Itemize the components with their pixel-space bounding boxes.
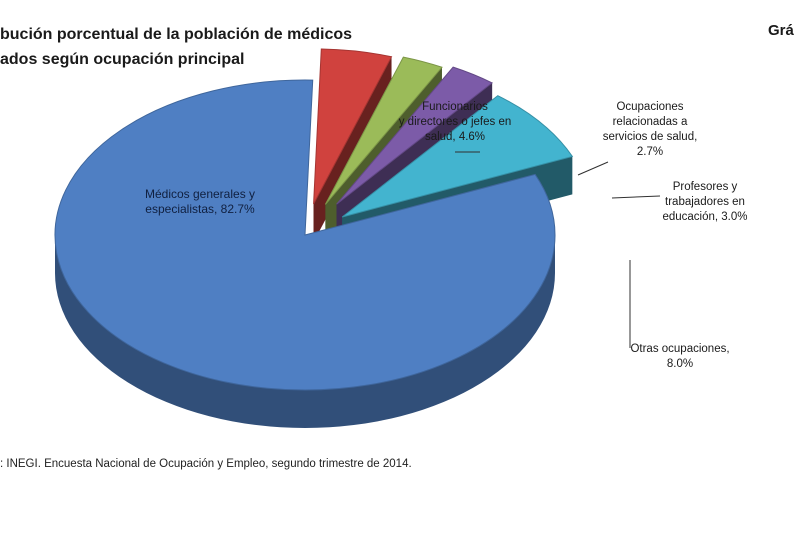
leader-line-ocupaciones_salud (577, 161, 609, 176)
slice-label-line: Profesores y (673, 181, 738, 193)
source-note: : INEGI. Encuesta Nacional de Ocupación … (0, 458, 412, 470)
slice-labels: Médicos generales y especialistas, 82.7% F… (145, 101, 748, 370)
slice-label-line: Funcionarios (422, 101, 488, 113)
chart-title-line-2: ados según ocupación principal (0, 51, 245, 68)
slice-label-line: relacionadas a (613, 116, 688, 128)
slice-label-line: 8.0% (667, 358, 693, 370)
label-leader-lines (455, 151, 661, 348)
slice-label-line: 2.7% (637, 146, 663, 158)
pie-slice-otras (341, 95, 574, 218)
slice-label-line: trabajadores en (665, 196, 745, 208)
slice-label-ocupaciones_salud: Ocupaciones relacionadas a servicios de sa… (603, 101, 698, 158)
slice-label-medicos: Médicos generales y especialistas, 82.7% (145, 187, 255, 216)
slice-label-line: salud, 4.6% (425, 131, 485, 143)
pie-slice-ocupaciones_salud (324, 56, 443, 205)
pie-top-faces (54, 48, 574, 391)
slice-label-line: Médicos generales y (145, 187, 255, 201)
chart-title: bución porcentual de la población de méd… (0, 22, 470, 72)
pie-slice-medicos (54, 79, 556, 391)
slice-label-line: Otras ocupaciones, (630, 343, 729, 355)
chart-title-line-1: bución porcentual de la población de méd… (0, 26, 353, 43)
slice-label-line: Ocupaciones (616, 101, 683, 113)
slice-label-funcionarios: Funcionarios y directores o jefes en salud… (399, 101, 512, 143)
slice-label-line: servicios de salud, (603, 131, 698, 143)
pie-chart: Médicos generales y especialistas, 82.7% F… (54, 48, 748, 428)
slice-label-line: y directores o jefes en (399, 116, 512, 128)
leader-line-profesores (611, 195, 661, 199)
slice-label-profesores: Profesores y trabajadores en educación, 3.… (662, 181, 747, 223)
pie-slice-profesores (336, 66, 494, 205)
pie-side-medicos (55, 235, 555, 428)
slice-label-line: especialistas, 82.7% (145, 202, 255, 216)
pie-slice-funcionarios (313, 48, 393, 205)
slice-label-otras: Otras ocupaciones, 8.0% (630, 343, 729, 370)
slice-label-line: educación, 3.0% (662, 211, 747, 223)
figure-label: Grá (768, 22, 794, 39)
